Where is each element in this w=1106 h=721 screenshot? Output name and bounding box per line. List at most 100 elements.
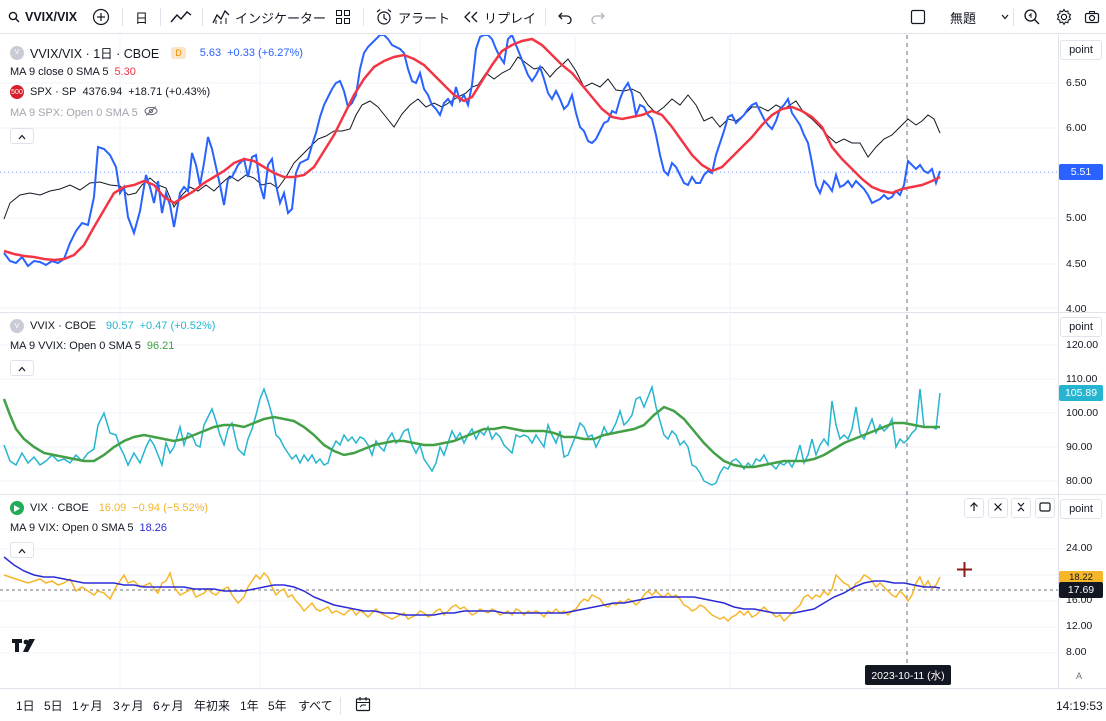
arrow-up-icon bbox=[969, 501, 979, 515]
toolbar-divider bbox=[202, 8, 203, 26]
symbol-label: VVIX/VIX bbox=[25, 10, 78, 24]
range-button-3m[interactable]: 3ヶ月 bbox=[113, 699, 144, 713]
range-button-all[interactable]: すべて bbox=[298, 699, 333, 713]
pane1-collapse-legend-button[interactable] bbox=[10, 128, 34, 144]
spx-logo-icon: 500 bbox=[10, 85, 24, 99]
pane2-price-label: 105.89 bbox=[1059, 385, 1103, 401]
pane1-legend-main[interactable]: V VVIX/VIX · 1日 · CBOE D 5.63 +0.33 (+6.… bbox=[10, 43, 303, 62]
pane1-last: 5.63 bbox=[199, 46, 222, 59]
range-button-ytd[interactable]: 年初来 bbox=[194, 699, 231, 713]
indicators-button[interactable]: インジケーター bbox=[212, 0, 326, 34]
pane-divider[interactable] bbox=[0, 494, 1106, 495]
pane1-tick: 5.00 bbox=[1066, 212, 1087, 224]
replay-icon bbox=[463, 11, 479, 23]
pane3-symbol-title: VIX · CBOE bbox=[30, 502, 89, 514]
pane2-axis-point-button[interactable]: point bbox=[1060, 317, 1102, 337]
crosshair-cursor-icon bbox=[956, 561, 973, 581]
pane3-change: −0.94 (−5.52%) bbox=[132, 502, 209, 514]
alert-label: アラート bbox=[398, 10, 451, 26]
pane1-ma-value: 5.30 bbox=[114, 66, 136, 78]
add-symbol-button[interactable] bbox=[92, 0, 110, 34]
tradingview-logo-icon[interactable] bbox=[12, 639, 40, 656]
layout-button[interactable] bbox=[335, 0, 351, 34]
vix-ma-line bbox=[3, 556, 941, 616]
range-button-1m[interactable]: 1ヶ月 bbox=[72, 699, 103, 713]
price-axis-pane3[interactable] bbox=[1058, 495, 1106, 688]
interval-label: 日 bbox=[135, 10, 149, 26]
goto-date-button[interactable] bbox=[355, 689, 371, 721]
camera-icon bbox=[1084, 9, 1100, 25]
chart-area[interactable]: V VVIX/VIX · 1日 · CBOE D 5.63 +0.33 (+6.… bbox=[0, 35, 1106, 688]
pane3-ma-value: 18.26 bbox=[139, 522, 168, 534]
interval-button[interactable]: 日 bbox=[135, 0, 148, 34]
pane3-axis-point-button[interactable]: point bbox=[1060, 499, 1102, 519]
pane-move-up-button[interactable] bbox=[964, 498, 984, 518]
clock[interactable]: 14:19:53 bbox=[1056, 698, 1103, 713]
pane1-price-label: 5.51 bbox=[1059, 164, 1103, 180]
pane2-tick: 100.00 bbox=[1066, 407, 1099, 419]
pane3-ma-label: MA 9 VIX: Open 0 SMA 5 bbox=[10, 522, 134, 534]
settings-icon bbox=[1055, 8, 1073, 26]
scale-auto-toggle[interactable]: A bbox=[1076, 671, 1083, 681]
fullscreen-toggle[interactable] bbox=[910, 0, 926, 34]
chevron-up-icon bbox=[18, 543, 26, 557]
ratio-line bbox=[3, 35, 941, 268]
pane1-ma-label: MA 9 close 0 SMA 5 bbox=[10, 66, 109, 78]
layout-name-label: 無題 bbox=[950, 10, 977, 26]
pane1-tick: 4.00 bbox=[1066, 303, 1087, 315]
pane1-compare-label: SPX · SP bbox=[30, 86, 77, 98]
vvix-ma-line bbox=[2, 398, 940, 469]
vix-line bbox=[3, 570, 941, 623]
indicators-label: インジケーター bbox=[235, 10, 327, 26]
camera-button[interactable] bbox=[1084, 0, 1100, 34]
search-icon bbox=[8, 11, 20, 23]
bottom-bar: 1日 5日 1ヶ月 3ヶ月 6ヶ月 年初来 1年 5年 すべて 14:19:53 bbox=[0, 688, 1106, 721]
pane2-tick: 80.00 bbox=[1066, 475, 1093, 487]
pane1-compare-price: 4376.94 bbox=[82, 86, 123, 98]
pane1-legend-ma[interactable]: MA 9 close 0 SMA 5 5.30 bbox=[10, 66, 136, 78]
alert-button[interactable]: アラート bbox=[375, 0, 450, 34]
pane-divider[interactable] bbox=[0, 312, 1106, 313]
settings-button[interactable] bbox=[1055, 0, 1073, 34]
pane1-tick: 6.50 bbox=[1066, 77, 1087, 89]
price-axis-pane2[interactable] bbox=[1058, 313, 1106, 494]
pane3-legend-ma[interactable]: MA 9 VIX: Open 0 SMA 5 18.26 bbox=[10, 522, 167, 534]
symbol-search-button[interactable]: VVIX/VIX bbox=[8, 0, 77, 34]
pane2-legend-main[interactable]: V VVIX · CBOE 90.57 +0.47 (+0.52%) bbox=[10, 319, 215, 333]
price-axis-pane1[interactable] bbox=[1058, 35, 1106, 312]
pane3-legend-main[interactable]: VIX · CBOE 16.09 −0.94 (−5.52%) bbox=[10, 501, 208, 515]
chevron-down-icon bbox=[1001, 14, 1009, 20]
pane-maximize-button[interactable] bbox=[1035, 498, 1055, 518]
pane3-collapse-legend-button[interactable] bbox=[10, 542, 34, 558]
undo-button[interactable] bbox=[557, 0, 573, 34]
pane1-ma2-label: MA 9 SPX: Open 0 SMA 5 bbox=[10, 106, 138, 119]
replay-button[interactable]: リプレイ bbox=[463, 0, 536, 34]
pane-collapse-button[interactable] bbox=[1011, 498, 1031, 518]
pane1-axis-point-button[interactable]: point bbox=[1060, 40, 1102, 60]
pane1-legend-compare[interactable]: 500 SPX · SP 4376.94 +18.71 (+0.43%) bbox=[10, 85, 210, 99]
range-button-1d[interactable]: 1日 bbox=[16, 699, 35, 713]
pane2-legend-ma[interactable]: MA 9 VVIX: Open 0 SMA 5 96.21 bbox=[10, 340, 174, 352]
play-icon bbox=[10, 501, 24, 515]
range-button-1y[interactable]: 1年 bbox=[240, 699, 259, 713]
pane3-tick: 12.00 bbox=[1066, 620, 1093, 632]
toolbar-divider bbox=[122, 8, 123, 26]
pane2-collapse-legend-button[interactable] bbox=[10, 360, 34, 376]
pane-close-button[interactable] bbox=[988, 498, 1008, 518]
range-button-6m[interactable]: 6ヶ月 bbox=[153, 699, 184, 713]
redo-button[interactable] bbox=[590, 0, 606, 34]
quick-search-button[interactable] bbox=[1023, 0, 1041, 34]
chart-type-button[interactable] bbox=[170, 0, 192, 34]
pane2-ma-value: 96.21 bbox=[146, 340, 175, 352]
add-symbol-icon bbox=[92, 8, 110, 26]
pane3-last: 16.09 bbox=[98, 502, 127, 514]
quick-search-icon bbox=[1023, 8, 1041, 26]
layout-name-button[interactable]: 無題 bbox=[950, 0, 1009, 34]
eye-hidden-icon[interactable] bbox=[144, 106, 158, 119]
pane1-legend-ma2[interactable]: MA 9 SPX: Open 0 SMA 5 bbox=[10, 106, 158, 119]
range-button-5y[interactable]: 5年 bbox=[268, 699, 287, 713]
range-button-5d[interactable]: 5日 bbox=[44, 699, 63, 713]
chart-plot[interactable] bbox=[0, 35, 1058, 688]
vvix-line bbox=[3, 384, 941, 486]
pane2-tick: 90.00 bbox=[1066, 441, 1093, 453]
